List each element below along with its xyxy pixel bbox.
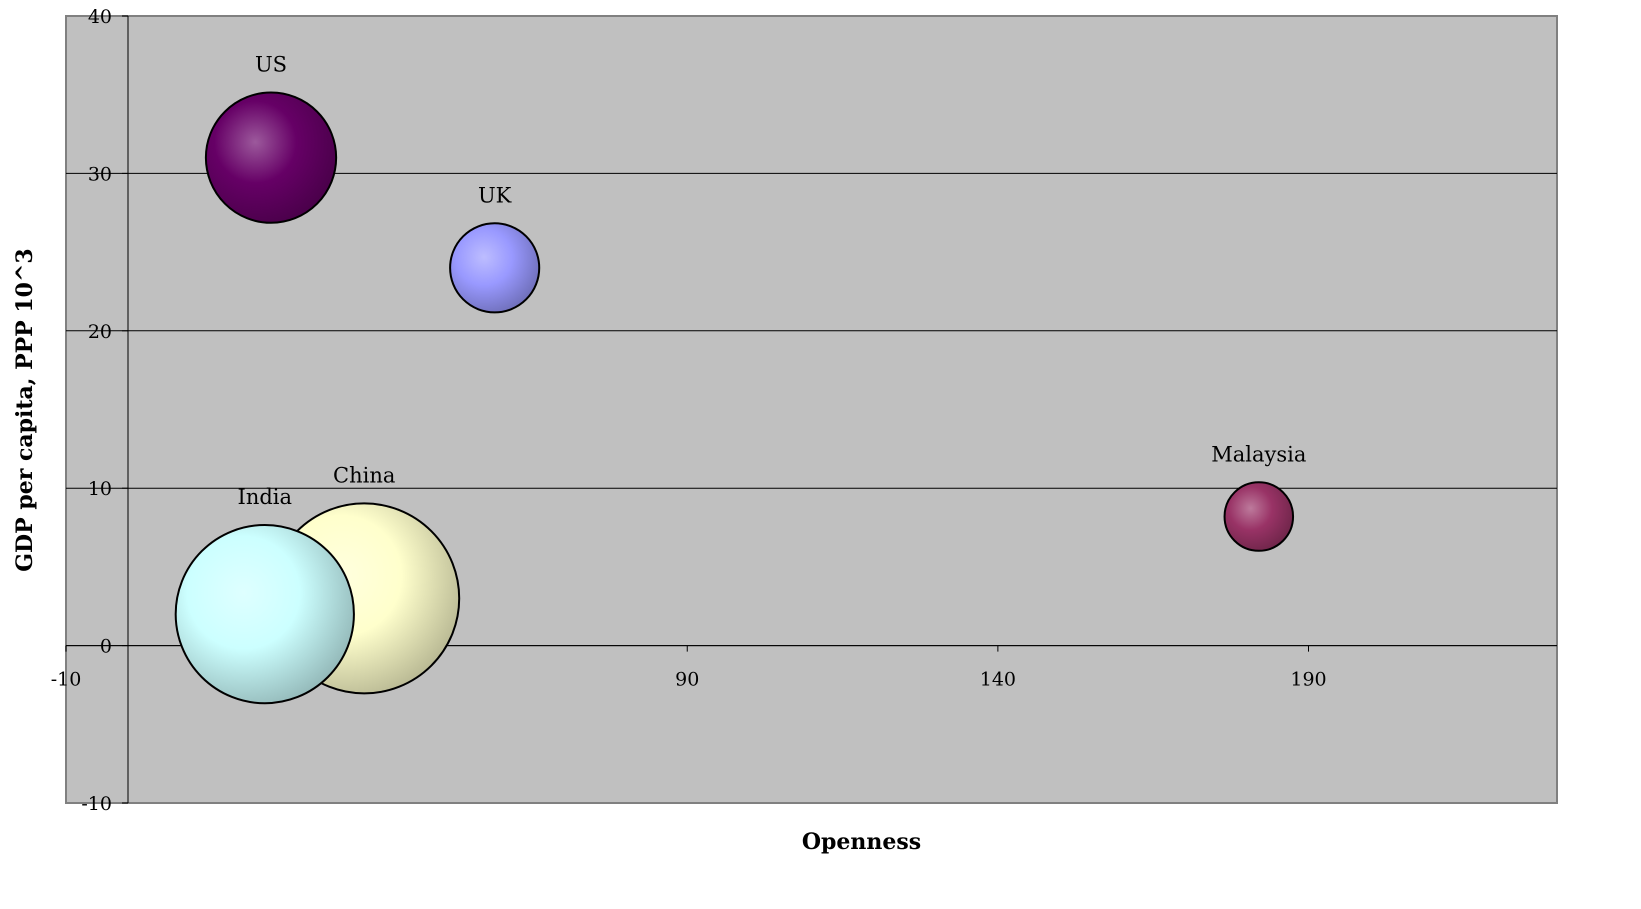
bubble-label-india: India bbox=[238, 485, 293, 509]
y-axis-title: GDP per capita, PPP 10^3 bbox=[12, 248, 38, 571]
bubble-labels: China India US UK Malaysia bbox=[238, 53, 1307, 509]
bubble-malaysia bbox=[1223, 481, 1295, 552]
bubble-label-malaysia: Malaysia bbox=[1211, 442, 1306, 466]
x-tick-label: 140 bbox=[980, 669, 1016, 691]
y-tick-label: 40 bbox=[88, 6, 112, 28]
bubble-uk bbox=[449, 222, 541, 314]
bubble-label-uk: UK bbox=[478, 183, 512, 207]
bubble-label-us: US bbox=[255, 53, 287, 77]
bubble-label-china: China bbox=[333, 463, 395, 487]
x-tick-label: 90 bbox=[675, 669, 699, 691]
bubble-us bbox=[204, 91, 338, 224]
y-tick-label: 20 bbox=[88, 321, 112, 343]
y-tick-label: 0 bbox=[100, 636, 112, 658]
y-tick-label: 10 bbox=[88, 478, 112, 500]
bubbles bbox=[174, 91, 1295, 705]
y-tick-label: -10 bbox=[81, 793, 112, 815]
x-tick-label: -10 bbox=[51, 669, 82, 691]
x-axis-title: Openness bbox=[802, 829, 921, 855]
bubble-india bbox=[174, 524, 355, 705]
x-tick-label: 190 bbox=[1290, 669, 1326, 691]
y-tick-label: 30 bbox=[88, 163, 112, 185]
